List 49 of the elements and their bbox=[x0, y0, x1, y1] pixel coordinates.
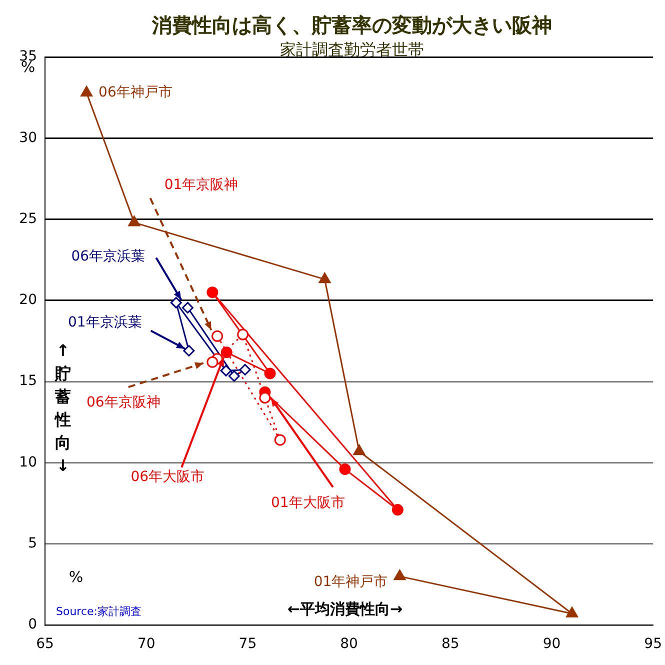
annotation: 06年京浜葉 bbox=[71, 248, 146, 264]
annotation: 01年京浜葉 bbox=[68, 314, 142, 330]
point bbox=[212, 330, 224, 342]
y-tick-label: 25 bbox=[19, 210, 37, 227]
point bbox=[259, 392, 271, 404]
point bbox=[170, 296, 182, 308]
point bbox=[182, 302, 194, 314]
y-tick-label: 5 bbox=[28, 536, 37, 552]
x-tick-label: 75 bbox=[238, 636, 257, 652]
x-axis-title: ←平均消費性向→ bbox=[287, 600, 403, 618]
annotation: 06年京阪神 bbox=[86, 394, 160, 411]
annotation: 01年京阪神 bbox=[164, 176, 238, 193]
point bbox=[237, 328, 249, 340]
point bbox=[220, 346, 232, 358]
point bbox=[239, 364, 251, 376]
x-tick-label: 85 bbox=[441, 636, 460, 652]
point bbox=[318, 272, 331, 284]
x-tick-label: 95 bbox=[644, 636, 662, 652]
annotation: % bbox=[68, 568, 84, 586]
x-tick-label: 80 bbox=[340, 636, 358, 652]
point bbox=[206, 356, 218, 368]
annotation: 06年大阪市 bbox=[130, 469, 205, 485]
chart-subtitle: 家計調査勤労者世帯 bbox=[280, 40, 424, 60]
chart-title: 消費性向は高く、貯蓄率の変動が大きい阪神 bbox=[151, 13, 552, 38]
point bbox=[274, 434, 286, 446]
point bbox=[183, 344, 195, 356]
x-tick-label: 70 bbox=[137, 636, 156, 652]
y-tick-label: 15 bbox=[19, 373, 37, 390]
point bbox=[206, 286, 218, 298]
y-axis-title: ↑貯蓄性向↓ bbox=[54, 341, 71, 476]
point bbox=[80, 86, 92, 96]
point bbox=[220, 364, 232, 376]
point bbox=[264, 368, 276, 380]
x-tick-label: 65 bbox=[36, 636, 54, 652]
point bbox=[392, 504, 404, 516]
y-tick-label: 0 bbox=[28, 616, 37, 633]
annotation: Source:家計調査 bbox=[56, 604, 142, 618]
point bbox=[353, 444, 366, 456]
annotation: 06年神戸市 bbox=[98, 84, 172, 100]
x-tick-label: 90 bbox=[542, 636, 561, 652]
annotation: 01年大阪市 bbox=[271, 494, 345, 511]
point bbox=[228, 370, 240, 382]
point bbox=[128, 216, 140, 226]
y-tick-label: 10 bbox=[19, 454, 37, 470]
point bbox=[394, 570, 406, 580]
y-tick-label: 20 bbox=[19, 292, 37, 308]
point bbox=[339, 463, 351, 475]
annotation: 01年神戸市 bbox=[314, 574, 388, 590]
y-tick-label: 30 bbox=[19, 130, 37, 146]
